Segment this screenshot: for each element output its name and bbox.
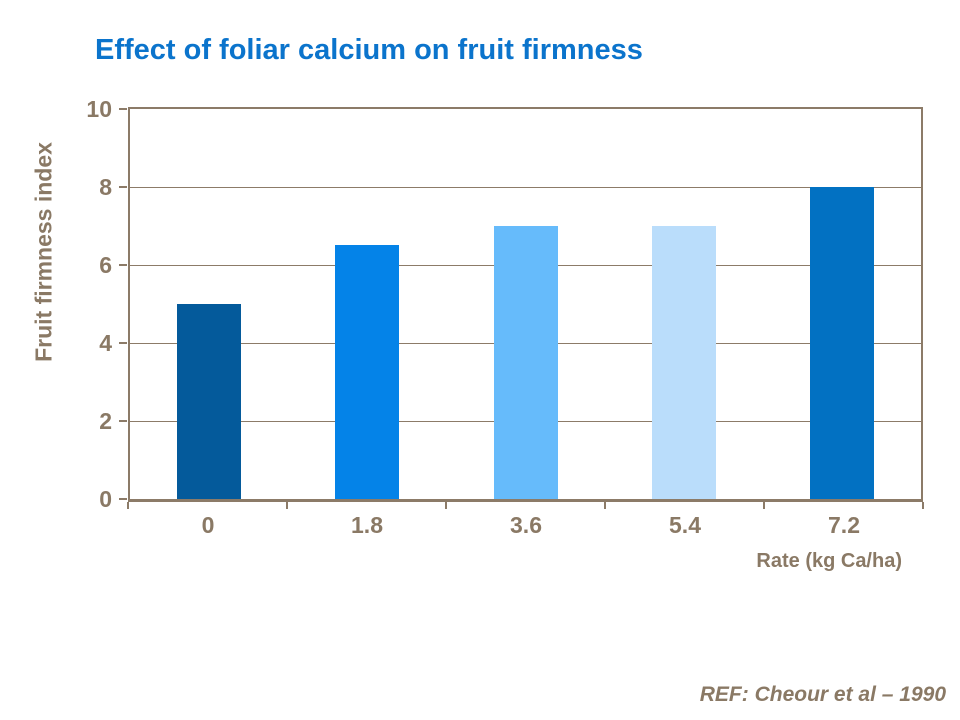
- x-category-label-7.2: 7.2: [828, 512, 860, 538]
- y-tick-label-4: 4: [99, 330, 112, 356]
- reference-citation: REF: Cheour et al – 1990: [699, 683, 946, 706]
- y-tick-2: [119, 420, 127, 422]
- bar-0: [177, 304, 241, 499]
- y-tick-10: [119, 108, 127, 110]
- x-tick-2: [445, 502, 447, 509]
- x-category-label-3.6: 3.6: [510, 512, 542, 538]
- gridline-y-8: [130, 187, 921, 188]
- x-tick-5: [922, 502, 924, 509]
- x-tick-0: [127, 502, 129, 509]
- x-tick-1: [286, 502, 288, 509]
- y-axis-title: Fruit firmness index: [30, 142, 57, 362]
- y-tick-6: [119, 264, 127, 266]
- y-tick-0: [119, 498, 127, 500]
- y-tick-8: [119, 186, 127, 188]
- bar-7.2: [810, 187, 874, 499]
- x-category-label-5.4: 5.4: [669, 512, 701, 538]
- y-tick-label-10: 10: [86, 96, 112, 122]
- y-tick-label-8: 8: [99, 174, 112, 200]
- x-category-label-0: 0: [201, 512, 215, 538]
- x-tick-3: [604, 502, 606, 509]
- y-tick-label-2: 2: [99, 408, 112, 434]
- y-tick-label-0: 0: [99, 486, 112, 512]
- plot-area: [128, 107, 923, 502]
- y-tick-label-6: 6: [99, 252, 112, 278]
- bar-1.8: [335, 245, 399, 499]
- chart-title: Effect of foliar calcium on fruit firmne…: [95, 34, 643, 66]
- x-category-label-1.8: 1.8: [351, 512, 383, 538]
- bar-5.4: [652, 226, 716, 499]
- x-tick-4: [763, 502, 765, 509]
- y-tick-4: [119, 342, 127, 344]
- x-axis-title: Rate (kg Ca/ha): [756, 550, 902, 572]
- bar-3.6: [494, 226, 558, 499]
